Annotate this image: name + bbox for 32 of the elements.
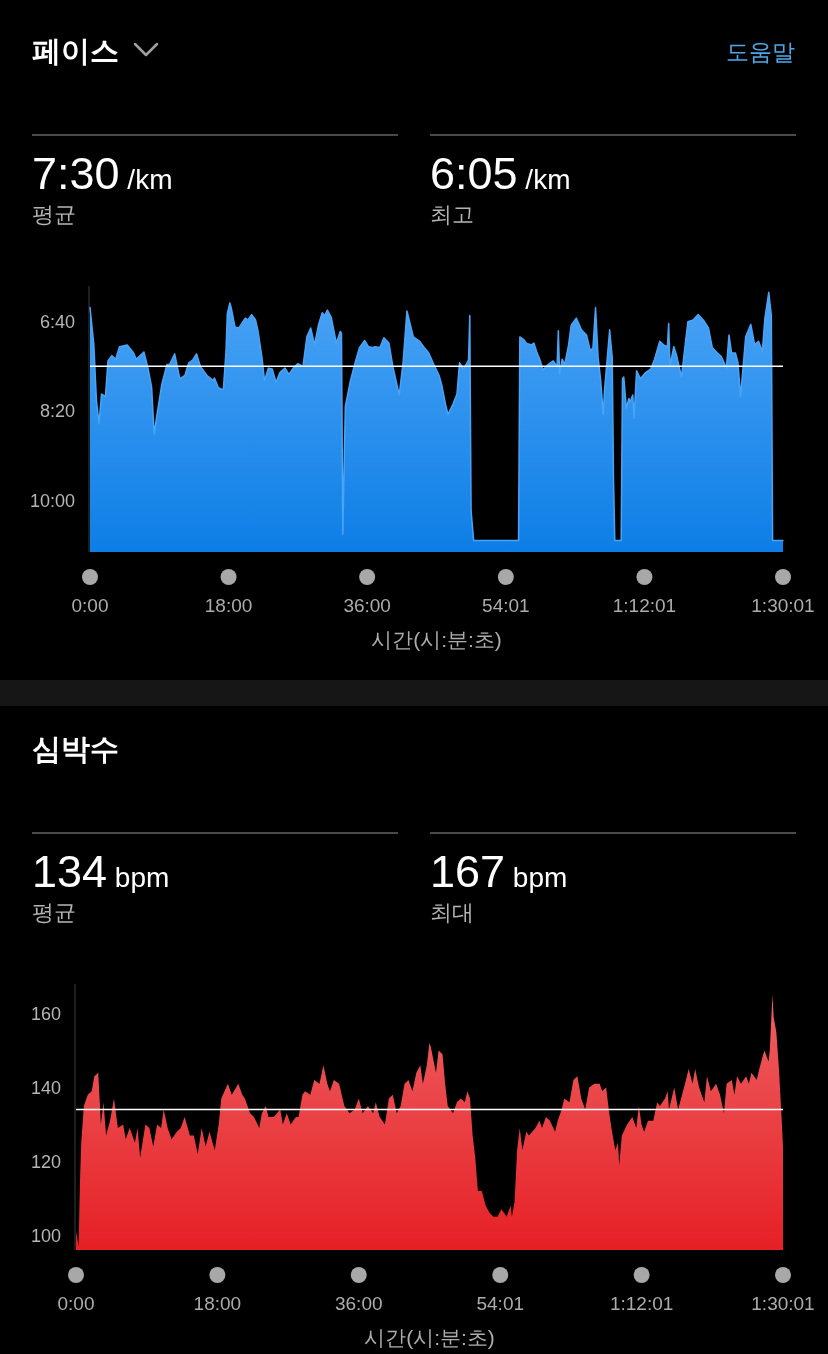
text: 최대 — [430, 900, 474, 925]
chart-title: 페이스 — [32, 35, 119, 67]
chart-title: 심박수 — [32, 733, 119, 765]
y-tick-label: 160 — [30, 1003, 61, 1024]
x-tick-label: 36:00 — [343, 595, 391, 616]
text: 최고 — [430, 202, 474, 227]
text: 도움말 — [726, 39, 795, 65]
x-tick-label: 1:30:01 — [751, 595, 815, 616]
x-axis-title: 시간(시:분:초) — [364, 1326, 495, 1349]
x-axis-title: 시간(시:분:초) — [371, 628, 502, 651]
x-tick-label: 54:01 — [482, 595, 530, 616]
x-tick-label: 0:00 — [57, 1293, 95, 1314]
y-tick-label: 140 — [30, 1077, 61, 1098]
y-tick-label: 120 — [30, 1151, 61, 1172]
x-tick-label: 0:00 — [71, 595, 109, 616]
text: 평균 — [32, 900, 76, 925]
x-tick-label: 1:12:01 — [612, 595, 677, 616]
x-tick-label: 1:12:01 — [609, 1293, 674, 1314]
text: 7:30 /km — [32, 148, 173, 199]
x-tick-label: 18:00 — [193, 1293, 242, 1314]
y-tick-label: 10:00 — [29, 490, 75, 511]
y-tick-label: 8:20 — [39, 401, 75, 422]
text: 6:05 /km — [430, 148, 571, 199]
y-tick-label: 6:40 — [39, 312, 75, 332]
x-tick-label: 18:00 — [204, 595, 253, 616]
y-tick-label: 100 — [30, 1225, 61, 1246]
x-tick-label: 54:01 — [476, 1293, 525, 1314]
text: 134 bpm — [32, 846, 170, 897]
text: 167 bpm — [430, 846, 568, 897]
text: 평균 — [32, 202, 76, 227]
x-tick-label: 1:30:01 — [751, 1293, 815, 1314]
x-tick-label: 36:00 — [334, 1293, 383, 1314]
